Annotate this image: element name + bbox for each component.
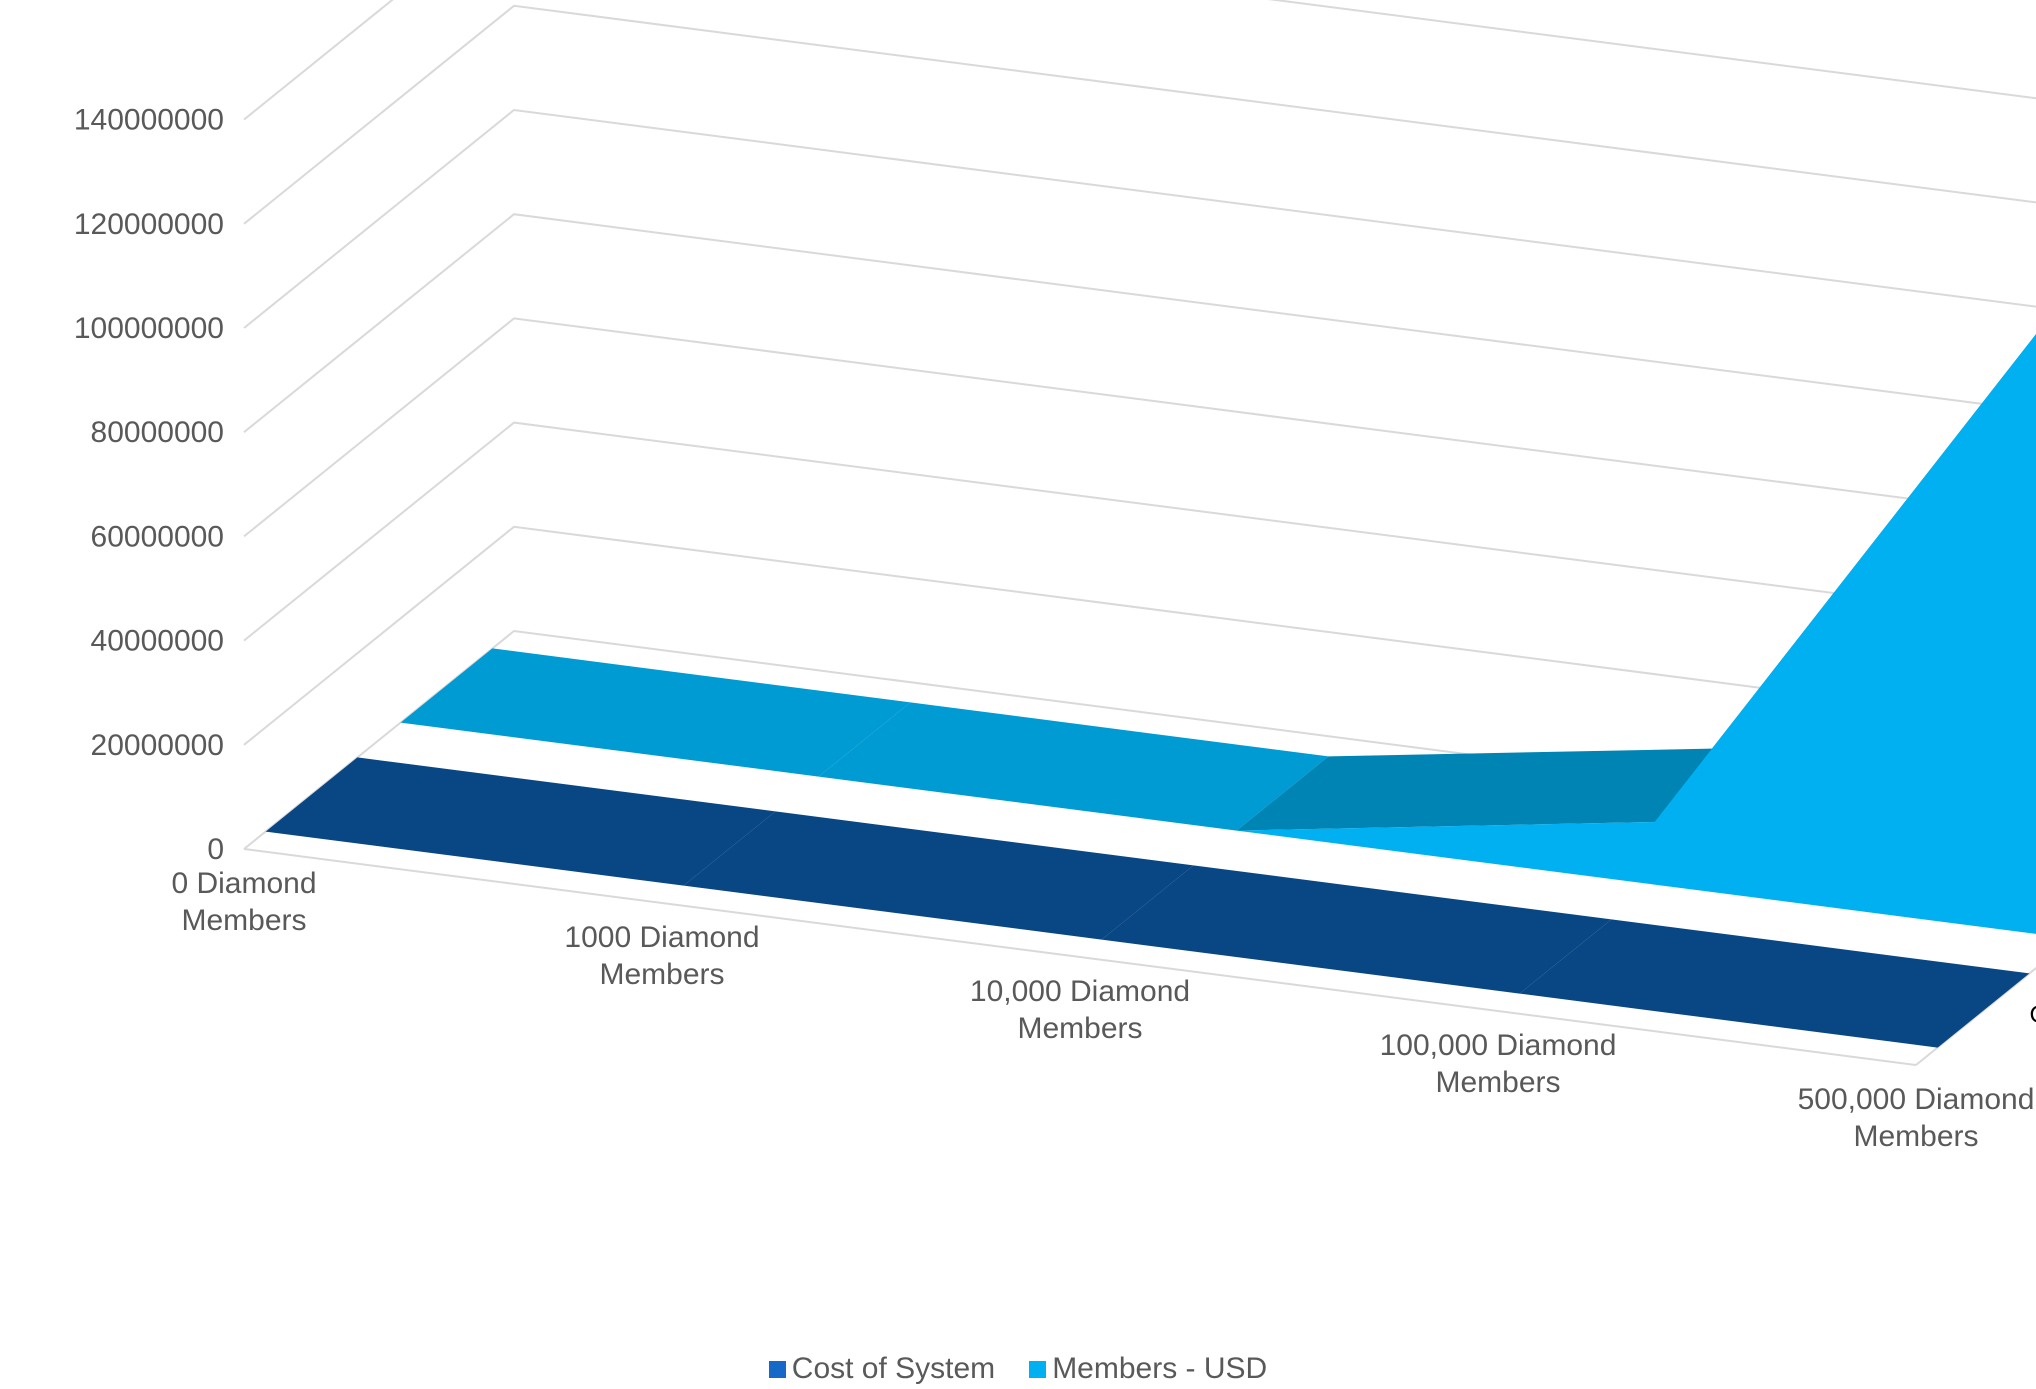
category-label: 10,000 Diamond Members	[970, 975, 1190, 1045]
gridline	[243, 213, 2036, 433]
category-label-line: 1000 Diamond	[564, 921, 759, 954]
category-label: 1000 Diamond Members	[564, 921, 759, 991]
category-label: 500,000 Diamond Members	[1798, 1083, 2035, 1153]
y-tick-label: 20000000	[91, 729, 224, 762]
gridline	[243, 108, 2036, 329]
legend-item-members-usd[interactable]: Members - USD	[1029, 1352, 1267, 1386]
series-cost-of-system	[265, 757, 2030, 1048]
series-axis-label: Cost of System	[2030, 1002, 2036, 1029]
area-top-face-cost-of-system	[265, 757, 776, 886]
gridline	[243, 4, 2036, 225]
area-top-face-members-usd	[400, 648, 911, 777]
y-axis-ticks: 0 20000000 40000000 60000000 80000000 1000000…	[74, 104, 224, 866]
gridline	[243, 317, 2036, 538]
series-members-usd	[400, 334, 2036, 934]
legend-label: Cost of System	[791, 1352, 996, 1385]
area-top-face-members-usd	[1236, 747, 1747, 831]
y-tick-label: 60000000	[91, 520, 224, 553]
category-axis-line	[243, 848, 1917, 1066]
legend-swatch-members-usd	[1029, 1360, 1047, 1378]
category-label-line: 500,000 Diamond	[1798, 1083, 2035, 1116]
category-label-line: Members	[181, 904, 306, 937]
category-label: 100,000 Diamond Members	[1380, 1029, 1617, 1099]
y-tick-label: 0	[207, 833, 224, 866]
series-layer	[265, 334, 2036, 1048]
gridlines	[243, 0, 2036, 850]
y-tick-label: 120000000	[74, 208, 224, 241]
category-label-line: 10,000 Diamond	[970, 975, 1190, 1008]
category-label: 0 Diamond Members	[171, 867, 316, 937]
category-label-line: 100,000 Diamond	[1380, 1029, 1617, 1062]
legend-item-cost-of-system[interactable]: Cost of System	[768, 1352, 996, 1386]
gridline	[243, 421, 2036, 642]
category-label-line: Members	[1853, 1120, 1978, 1153]
y-tick-label: 140000000	[74, 104, 224, 137]
area-top-face-members-usd	[818, 702, 1329, 831]
y-tick-label: 80000000	[91, 416, 224, 449]
y-tick-label: 100000000	[74, 312, 224, 345]
legend: Cost of System Members - USD	[0, 1352, 2036, 1386]
gridline	[243, 0, 2036, 121]
area-top-face-cost-of-system	[1519, 919, 2030, 1048]
gridline	[243, 525, 2036, 746]
legend-label: Members - USD	[1052, 1352, 1268, 1385]
area-top-face-cost-of-system	[683, 811, 1194, 940]
category-label-line: Members	[599, 958, 724, 991]
y-tick-label: 40000000	[91, 625, 224, 658]
legend-swatch-cost-of-system	[768, 1360, 786, 1378]
category-label-line: Members	[1017, 1012, 1142, 1045]
category-label-line: Members	[1435, 1066, 1560, 1099]
category-label-line: 0 Diamond	[171, 867, 316, 900]
area-front-face-members-usd	[400, 334, 2036, 934]
area-top-face-cost-of-system	[1101, 865, 1612, 994]
